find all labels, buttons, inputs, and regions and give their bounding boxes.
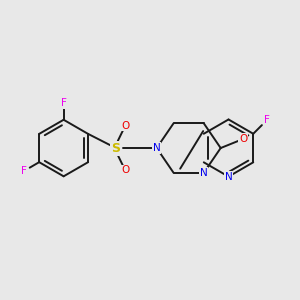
Text: N: N: [153, 143, 160, 153]
Text: F: F: [61, 98, 67, 108]
Text: N: N: [153, 143, 160, 153]
Text: F: F: [61, 98, 67, 108]
Text: O: O: [121, 165, 129, 176]
Text: O: O: [121, 121, 129, 131]
Text: O: O: [121, 121, 129, 131]
Text: O: O: [121, 165, 129, 176]
Text: S: S: [111, 142, 120, 154]
Text: S: S: [111, 142, 120, 154]
Text: N: N: [200, 168, 208, 178]
Text: N: N: [225, 172, 232, 182]
Text: O: O: [239, 134, 247, 144]
Text: N: N: [200, 168, 208, 178]
Text: F: F: [21, 166, 27, 176]
Text: O: O: [239, 134, 247, 144]
Text: F: F: [264, 115, 270, 124]
Text: F: F: [21, 166, 27, 176]
Text: F: F: [264, 115, 270, 124]
